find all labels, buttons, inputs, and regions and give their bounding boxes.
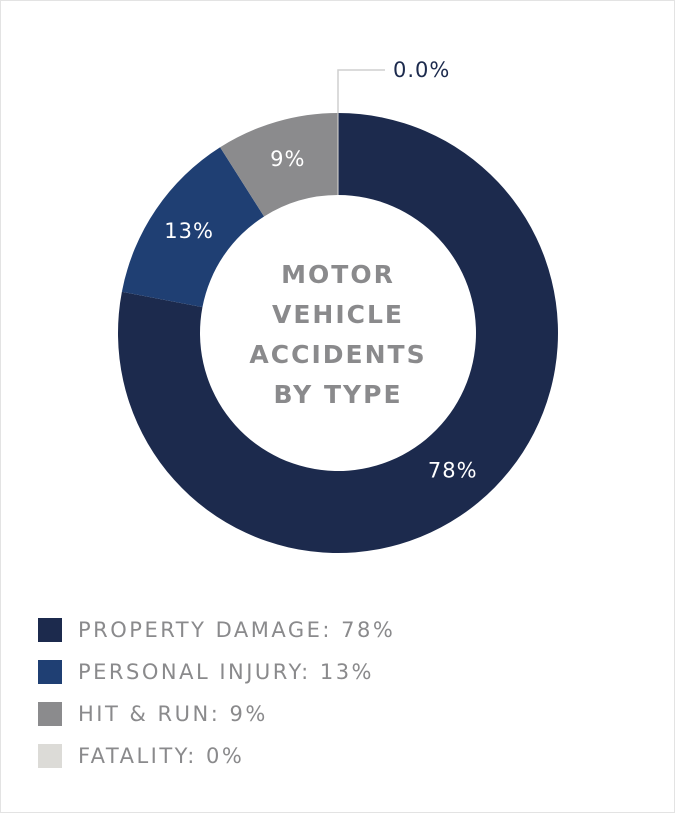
legend-swatch	[38, 744, 62, 768]
legend-swatch	[38, 660, 62, 684]
legend-swatch	[38, 702, 62, 726]
chart-title: VEHICLE	[272, 300, 404, 329]
chart-title: ACCIDENTS	[249, 340, 426, 369]
slice	[118, 113, 559, 554]
legend-label: PROPERTY DAMAGE: 78%	[78, 618, 395, 642]
slice	[220, 113, 338, 217]
legend-swatch	[38, 618, 62, 642]
chart-title: MOTOR	[281, 260, 395, 289]
data-label: 78%	[428, 459, 478, 483]
leader-line	[337, 69, 385, 113]
legend-label: PERSONAL INJURY: 13%	[78, 660, 374, 684]
legend-label: HIT & RUN: 9%	[78, 702, 268, 726]
legend-label: FATALITY: 0%	[78, 744, 244, 768]
slice	[121, 147, 265, 308]
data-label: 0.0%	[393, 58, 450, 82]
chart-title: BY TYPE	[273, 380, 402, 409]
data-label: 13%	[164, 219, 214, 243]
data-label: 9%	[270, 147, 305, 171]
